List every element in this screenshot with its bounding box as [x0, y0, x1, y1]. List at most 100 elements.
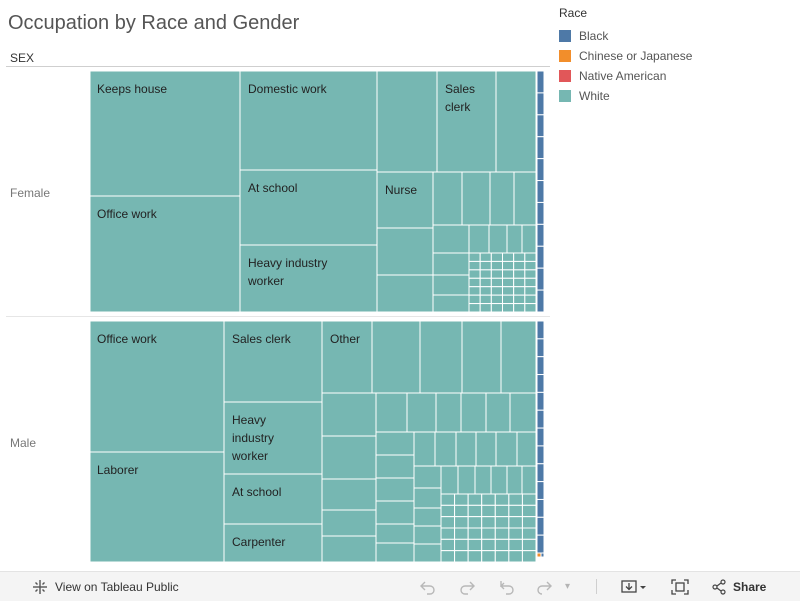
treemap-cell[interactable] [500, 320, 537, 394]
black-race-cell[interactable] [536, 516, 545, 536]
treemap-cell[interactable] [371, 320, 421, 394]
treemap-cell[interactable] [413, 543, 442, 563]
black-race-cell[interactable] [536, 289, 545, 313]
black-race-cell[interactable] [536, 427, 545, 447]
treemap-cell[interactable] [375, 392, 408, 433]
treemap-cell[interactable] [432, 274, 470, 296]
treemap-cell[interactable] [375, 523, 415, 544]
view-on-tableau-public-link[interactable]: View on Tableau Public [32, 572, 179, 601]
treemap-cell[interactable] [223, 401, 323, 475]
treemap-cell[interactable] [223, 320, 323, 403]
treemap-cell[interactable] [474, 465, 492, 495]
treemap-cell[interactable] [521, 493, 537, 506]
black-race-cell[interactable] [536, 114, 545, 138]
treemap-cell[interactable] [513, 277, 526, 288]
black-race-cell[interactable] [536, 70, 545, 94]
treemap-cell[interactable] [440, 516, 456, 529]
treemap-cell[interactable] [467, 550, 483, 563]
treemap-cell[interactable] [440, 527, 456, 540]
treemap-cell[interactable] [406, 392, 437, 433]
treemap-cell[interactable] [468, 303, 481, 313]
treemap-cell[interactable] [488, 224, 508, 254]
treemap-cell[interactable] [481, 504, 496, 518]
treemap-cell[interactable] [508, 493, 523, 506]
treemap-cell[interactable] [494, 527, 510, 540]
treemap-cell[interactable] [524, 277, 537, 288]
treemap-cell[interactable] [468, 224, 490, 254]
treemap-cell[interactable] [375, 542, 415, 563]
treemap-cell[interactable] [502, 269, 515, 279]
treemap-cell[interactable] [440, 538, 456, 552]
treemap-cell[interactable] [524, 303, 537, 313]
treemap-cell[interactable] [440, 504, 456, 518]
treemap-cell[interactable] [524, 294, 537, 305]
black-race-cell[interactable] [536, 267, 545, 291]
treemap-cell[interactable] [490, 294, 504, 305]
treemap-cell[interactable] [490, 252, 504, 262]
treemap-cell[interactable] [454, 504, 469, 518]
treemap-cell[interactable] [89, 451, 225, 563]
treemap-cell[interactable] [513, 171, 537, 226]
treemap-cell[interactable] [432, 171, 463, 226]
treemap-cell[interactable] [490, 465, 508, 495]
black-race-cell[interactable] [536, 320, 545, 340]
legend-item-black[interactable]: Black [559, 26, 789, 46]
revert-icon[interactable] [498, 572, 516, 601]
treemap-cell[interactable] [454, 527, 469, 540]
treemap-cell[interactable] [481, 538, 496, 552]
treemap-cell[interactable] [413, 525, 442, 545]
treemap-cell[interactable] [321, 320, 373, 394]
black-race-cell[interactable] [536, 391, 545, 411]
treemap-cell[interactable] [440, 550, 456, 563]
legend-item-chinese-or-japanese[interactable]: Chinese or Japanese [559, 46, 789, 66]
treemap-cell[interactable] [375, 500, 415, 525]
treemap-cell[interactable] [481, 550, 496, 563]
treemap-cell[interactable] [468, 277, 481, 288]
treemap-cell[interactable] [513, 303, 526, 313]
treemap-cell[interactable] [508, 550, 523, 563]
treemap-cell[interactable] [454, 493, 469, 506]
treemap-cell[interactable] [481, 493, 496, 506]
treemap-cell[interactable] [479, 303, 492, 313]
treemap-cell[interactable] [508, 527, 523, 540]
treemap-cell[interactable] [524, 252, 537, 262]
treemap-cell[interactable] [475, 431, 497, 467]
treemap-cell[interactable] [321, 535, 377, 563]
black-race-cell[interactable] [536, 481, 545, 500]
treemap-cell[interactable] [524, 286, 537, 296]
treemap-cell[interactable] [436, 70, 497, 173]
black-race-cell[interactable] [536, 201, 545, 225]
treemap-cell[interactable] [495, 431, 518, 467]
treemap-cell[interactable] [494, 538, 510, 552]
download-icon[interactable] [621, 572, 647, 601]
treemap-cell[interactable] [506, 224, 523, 254]
treemap-cell[interactable] [468, 286, 481, 296]
treemap-cell[interactable] [479, 277, 492, 288]
black-race-cell[interactable] [536, 463, 545, 483]
treemap-cell[interactable] [440, 465, 459, 495]
treemap-cell[interactable] [89, 195, 241, 313]
undo-icon[interactable] [419, 572, 437, 601]
black-race-cell[interactable] [536, 445, 545, 465]
treemap-cell[interactable] [508, 516, 523, 529]
treemap-cell[interactable] [481, 516, 496, 529]
treemap-cell[interactable] [494, 516, 510, 529]
treemap-cell[interactable] [468, 269, 481, 279]
black-race-cell[interactable] [536, 158, 545, 182]
treemap-cell[interactable] [495, 70, 537, 173]
treemap-cell[interactable] [524, 269, 537, 279]
treemap-cell[interactable] [490, 269, 504, 279]
treemap-cell[interactable] [432, 252, 470, 276]
treemap-cell[interactable] [502, 303, 515, 313]
forward-icon[interactable] [535, 572, 553, 601]
treemap-cell[interactable] [468, 260, 481, 271]
black-race-cell[interactable] [536, 374, 545, 393]
treemap-cell[interactable] [468, 294, 481, 305]
share-button[interactable]: Share [711, 572, 766, 601]
treemap-cell[interactable] [467, 516, 483, 529]
treemap-cell[interactable] [513, 252, 526, 262]
legend-item-native-american[interactable]: Native American [559, 66, 789, 86]
treemap-cell[interactable] [479, 260, 492, 271]
treemap-cell[interactable] [321, 478, 377, 511]
treemap-cell[interactable] [376, 70, 438, 173]
